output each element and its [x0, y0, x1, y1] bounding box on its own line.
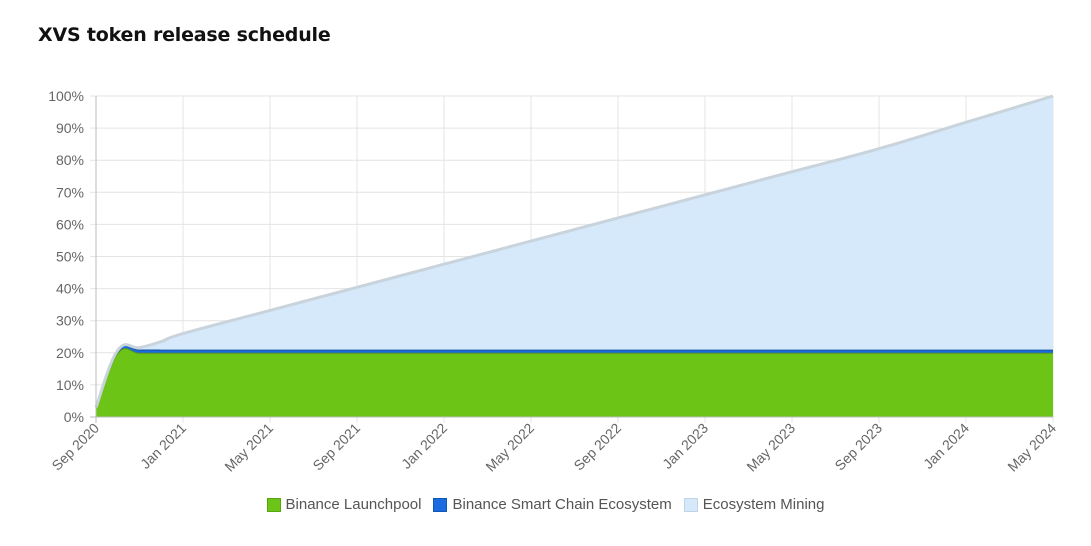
legend-swatch-launchpool — [266, 497, 281, 512]
x-tick-label: Sep 2022 — [570, 420, 624, 474]
y-tick-label: 40% — [56, 281, 84, 297]
legend-item-launchpool[interactable]: Binance Launchpool — [266, 496, 422, 513]
legend-item-bsc-ecosystem[interactable]: Binance Smart Chain Ecosystem — [433, 496, 672, 513]
y-tick-label: 30% — [56, 313, 84, 329]
line-ecosystem-mining — [94, 94, 1054, 408]
area-binance-smart-chain-ecosystem — [96, 344, 1053, 408]
y-axis-ticks: 0% 10% 20% 30% 40% 50% 60% 70% 80% 90% 100% — [48, 88, 84, 425]
y-tick-label: 20% — [56, 345, 84, 361]
legend-label-launchpool: Binance Launchpool — [285, 496, 422, 513]
axes — [90, 96, 1053, 423]
chart-title: XVS token release schedule — [38, 24, 331, 46]
area-ecosystem-mining — [96, 96, 1053, 408]
x-tick-label: Jan 2022 — [398, 420, 450, 472]
y-tick-label: 50% — [56, 249, 84, 265]
legend-swatch-ecosystem-mining — [683, 497, 698, 512]
legend-label-bsc-ecosystem: Binance Smart Chain Ecosystem — [452, 496, 672, 513]
x-axis-ticks: Sep 2020 Jan 2021 May 2021 Sep 2021 Jan 2022… — [48, 420, 1059, 475]
area-binance-launchpool — [96, 347, 1053, 417]
legend: Binance Launchpool Binance Smart Chain E… — [0, 496, 1091, 513]
legend-label-ecosystem-mining: Ecosystem Mining — [702, 496, 825, 513]
x-tick-label: Jan 2021 — [137, 420, 189, 472]
y-tick-label: 100% — [48, 88, 84, 104]
y-tick-label: 0% — [64, 409, 84, 425]
x-tick-label: Jan 2024 — [920, 420, 972, 472]
legend-item-ecosystem-mining[interactable]: Ecosystem Mining — [683, 496, 825, 513]
area-series — [94, 94, 1054, 417]
x-tick-label: Jan 2023 — [659, 420, 711, 472]
x-tick-label: Sep 2020 — [48, 420, 102, 474]
y-tick-label: 70% — [56, 184, 84, 200]
x-tick-label: May 2022 — [482, 420, 537, 475]
y-tick-label: 10% — [56, 377, 84, 393]
x-tick-label: May 2021 — [221, 420, 276, 475]
legend-swatch-bsc-ecosystem — [433, 497, 448, 512]
y-tick-label: 80% — [56, 152, 84, 168]
x-tick-label: Sep 2023 — [831, 420, 885, 474]
y-tick-label: 60% — [56, 216, 84, 232]
x-tick-label: May 2024 — [1004, 420, 1059, 475]
x-tick-label: May 2023 — [743, 420, 798, 475]
x-tick-label: Sep 2021 — [309, 420, 363, 474]
y-tick-label: 90% — [56, 120, 84, 136]
